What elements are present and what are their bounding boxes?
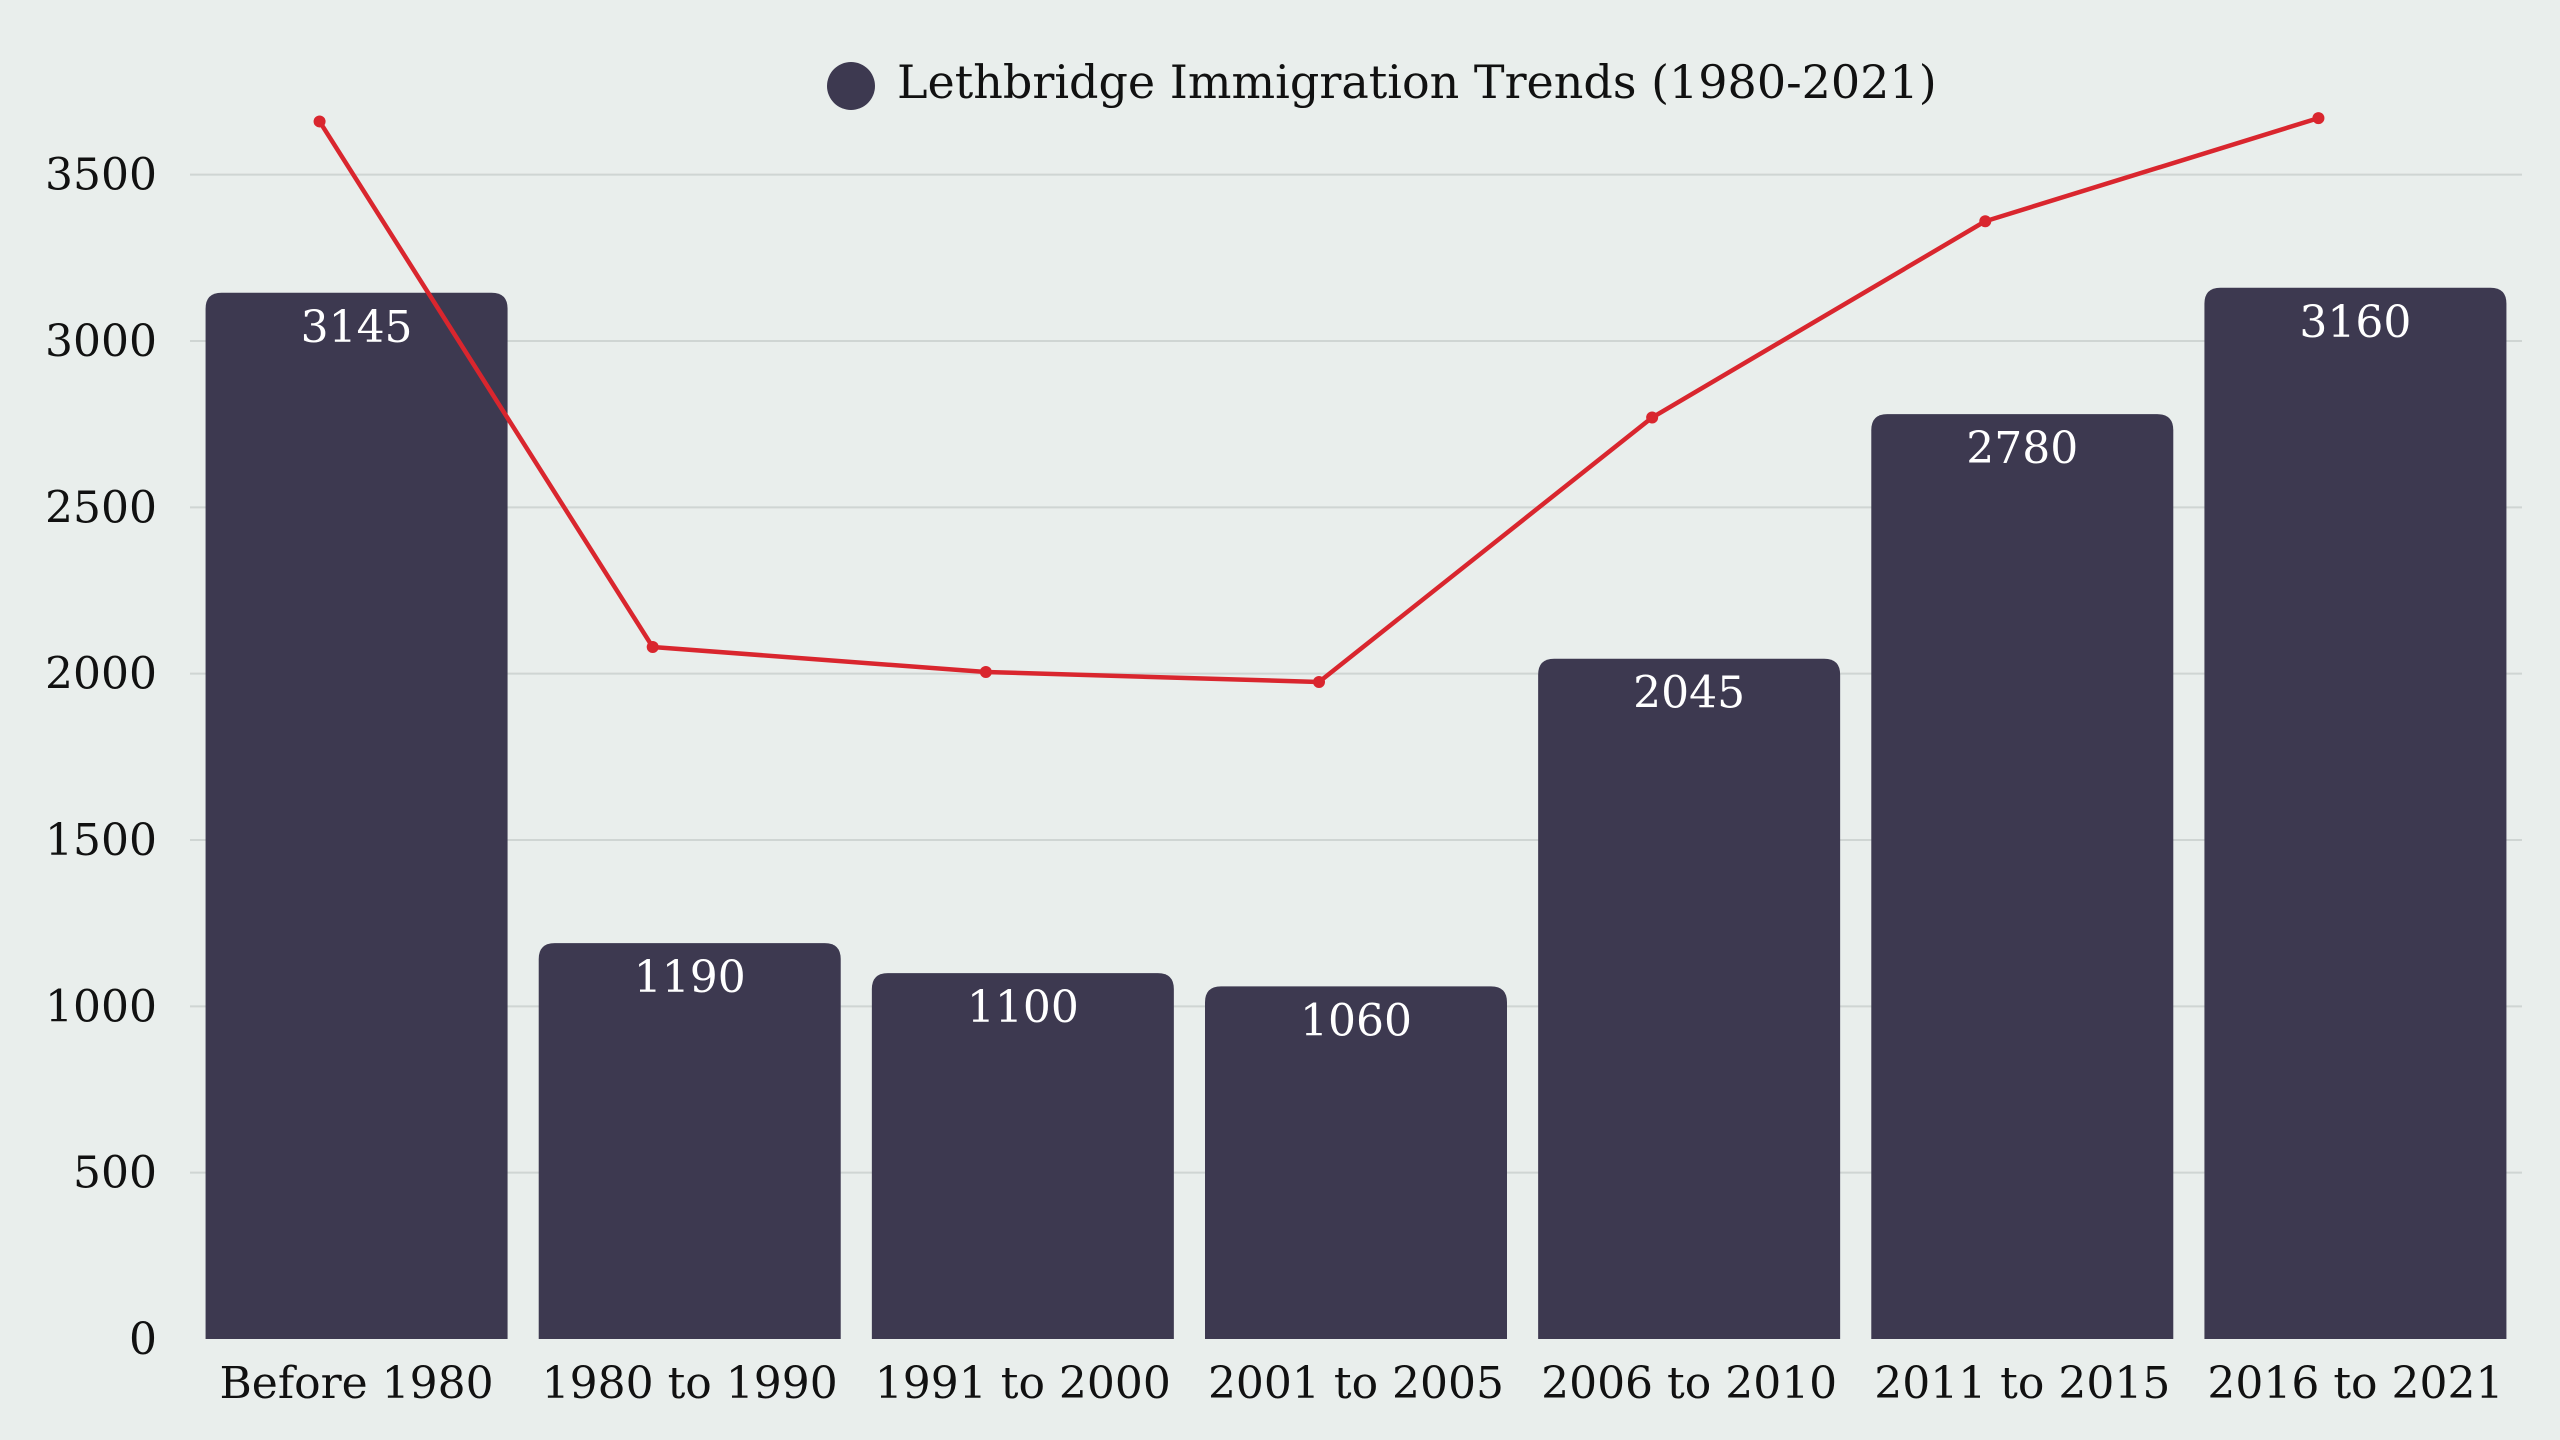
x-tick-label: 2006 to 2010 (1541, 1358, 1837, 1409)
bar-data-label: 1060 (1300, 995, 1412, 1046)
x-tick-label: 1980 to 1990 (542, 1358, 838, 1409)
bar-data-label: 2780 (1966, 423, 2078, 474)
x-tick-label: 2001 to 2005 (1208, 1358, 1504, 1409)
trend-point (646, 641, 659, 654)
y-tick-label: 500 (73, 1148, 157, 1199)
bar (871, 973, 1174, 1339)
bars (205, 287, 2507, 1340)
y-tick-label: 3000 (45, 316, 157, 367)
trend-point (313, 115, 326, 128)
bar (1205, 986, 1507, 1339)
y-tick-label: 1500 (45, 815, 157, 866)
x-tick-label: 1991 to 2000 (875, 1358, 1171, 1409)
trend-line (313, 112, 2325, 688)
y-tick-label: 1000 (45, 981, 157, 1032)
x-tick-label: 2016 to 2021 (2207, 1358, 2503, 1409)
y-tick-label: 2500 (45, 482, 157, 533)
x-tick-label: 2011 to 2015 (1874, 1358, 2170, 1409)
y-axis: 0 500 1000 1500 2000 2500 3000 3500 (45, 150, 157, 1365)
legend-swatch-icon (827, 62, 875, 110)
bar-data-label: 3160 (2299, 297, 2411, 348)
trend-point (1646, 411, 1659, 424)
bar (2204, 287, 2507, 1340)
bar (1538, 658, 1841, 1339)
x-tick-label: Before 1980 (219, 1358, 493, 1409)
trend-point (979, 666, 992, 679)
legend-label: Lethbridge Immigration Trends (1980-2021… (897, 55, 1937, 109)
bar (538, 943, 841, 1339)
bar-data-label: 3145 (301, 302, 413, 353)
legend: Lethbridge Immigration Trends (1980-2021… (827, 55, 1937, 110)
bar (1871, 414, 2174, 1340)
bar (205, 292, 508, 1340)
y-tick-label: 3500 (45, 150, 157, 201)
x-axis: Before 1980 1980 to 1990 1991 to 2000 2001 … (219, 1358, 2503, 1409)
trend-point (1313, 675, 1325, 688)
bar-labels: 3145 1190 1100 1060 2045 2780 3160 (301, 297, 2412, 1047)
y-tick-label: 0 (129, 1314, 157, 1365)
trend-point (2312, 112, 2325, 125)
bar-data-label: 1100 (967, 982, 1079, 1033)
bar-data-label: 1190 (634, 952, 746, 1003)
bar-data-label: 2045 (1633, 668, 1745, 719)
trend-point (1979, 215, 1992, 228)
y-tick-label: 2000 (45, 649, 157, 700)
